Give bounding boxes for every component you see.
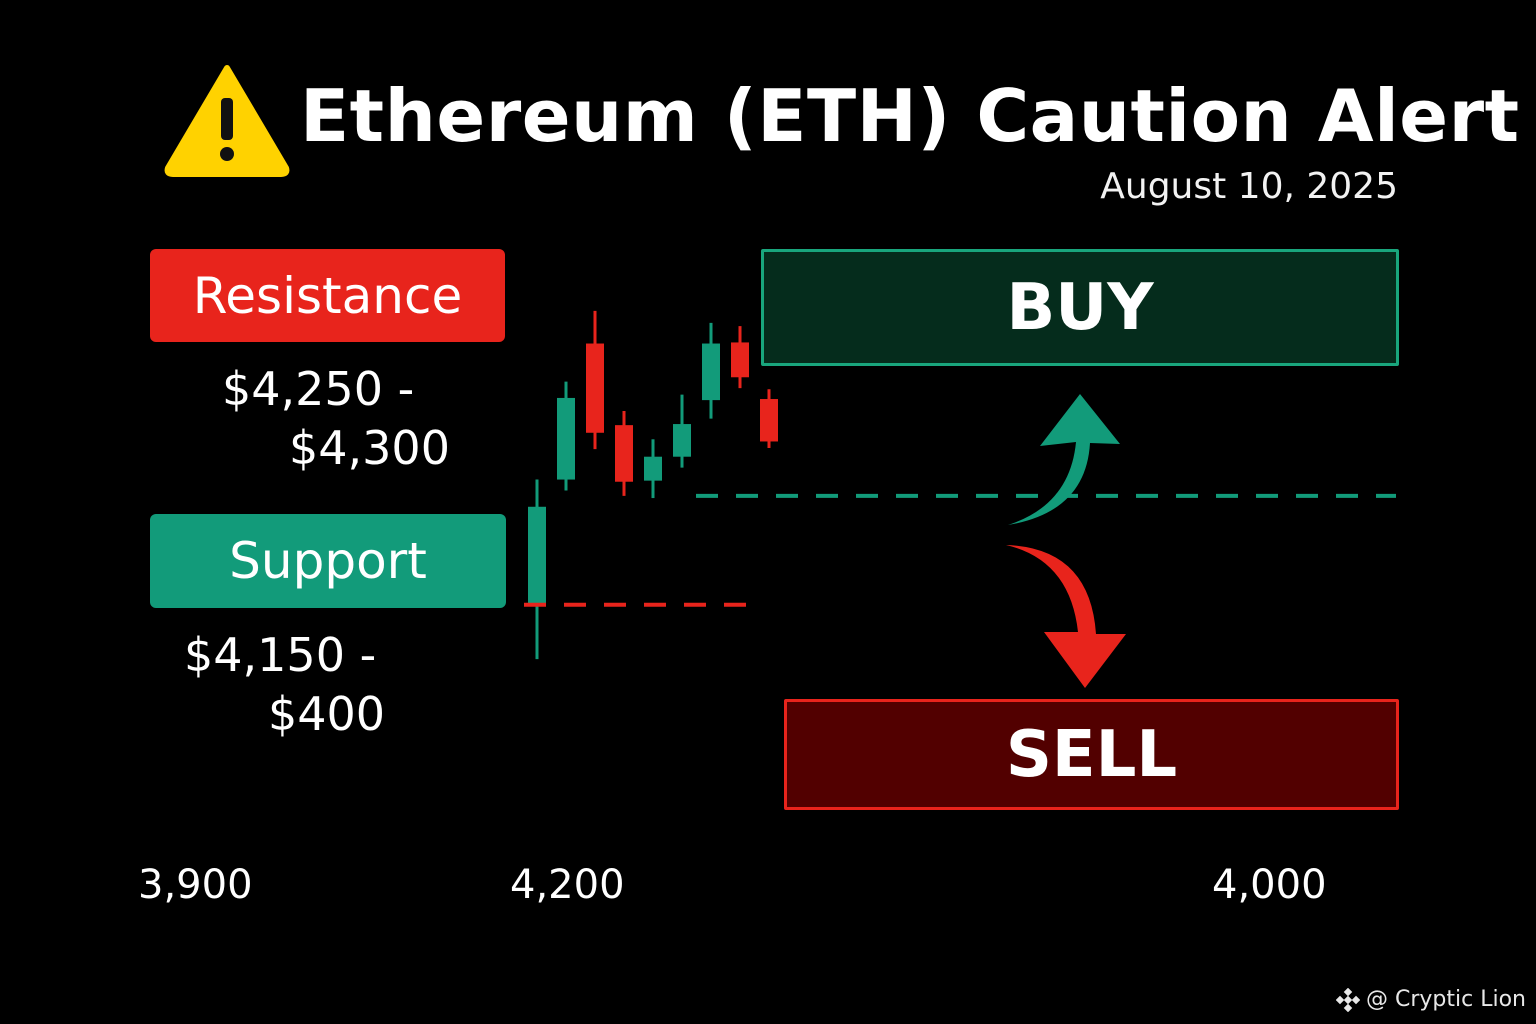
resistance-badge: Resistance bbox=[150, 249, 505, 342]
support-badge: Support bbox=[150, 514, 506, 608]
resistance-range-end: $4,300 bbox=[289, 421, 450, 475]
candlestick-series bbox=[528, 310, 778, 660]
candle-body bbox=[673, 424, 691, 457]
candle-body bbox=[528, 506, 546, 605]
watermark-text: @ Cryptic Lion bbox=[1366, 987, 1526, 1012]
x-tick-label: 4,200 bbox=[510, 862, 625, 908]
candle-body bbox=[644, 456, 662, 481]
sell-signal-box: SELL bbox=[784, 699, 1399, 810]
down-arrow-icon bbox=[1006, 545, 1126, 688]
buy-signal-box: BUY bbox=[761, 249, 1399, 366]
level-lines bbox=[524, 493, 1396, 607]
candle-body bbox=[702, 343, 720, 401]
candle-body bbox=[731, 342, 749, 378]
support-range-end: $400 bbox=[268, 687, 386, 741]
alert-date: August 10, 2025 bbox=[1100, 166, 1398, 207]
warning-triangle-icon bbox=[164, 65, 290, 177]
up-arrow-icon bbox=[1008, 394, 1120, 525]
support-range-start: $4,150 - bbox=[184, 628, 377, 682]
page-title: Ethereum (ETH) Caution Alert bbox=[300, 74, 1520, 158]
candle-body bbox=[557, 397, 575, 480]
binance-diamond-icon bbox=[1336, 987, 1361, 1012]
watermark: @ Cryptic Lion bbox=[1336, 987, 1526, 1012]
candle-body bbox=[615, 425, 633, 482]
x-tick-label: 4,000 bbox=[1212, 862, 1327, 908]
resistance-range-start: $4,250 - bbox=[222, 362, 415, 416]
candle-body bbox=[760, 399, 778, 442]
candle-body bbox=[586, 343, 604, 433]
x-tick-label: 3,900 bbox=[138, 862, 253, 908]
